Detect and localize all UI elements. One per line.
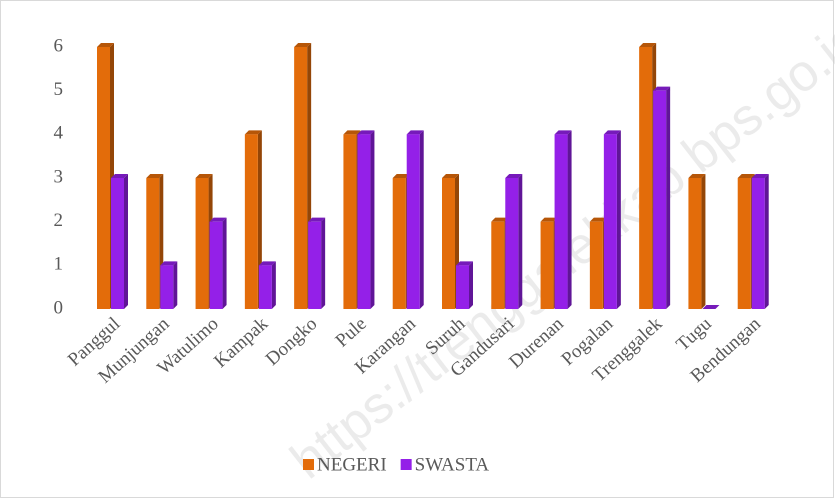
y-tick-label: 0 <box>54 297 64 318</box>
bar-top <box>589 217 607 222</box>
bar-side <box>469 261 473 309</box>
bar-top <box>603 130 621 135</box>
bar-top <box>751 174 769 178</box>
bar-top <box>146 174 164 178</box>
bar-side <box>321 217 326 309</box>
legend-swatch <box>400 459 412 470</box>
bar-top <box>702 305 720 309</box>
bar <box>111 178 124 309</box>
bar <box>554 134 568 309</box>
bar-top <box>442 174 459 178</box>
bar-top <box>294 43 312 47</box>
y-tick-label: 3 <box>54 166 64 187</box>
bar-top <box>540 217 558 222</box>
bar-top <box>160 261 178 266</box>
bar <box>505 178 519 309</box>
bar <box>195 178 209 309</box>
bar <box>343 134 357 309</box>
bar <box>406 134 420 309</box>
bar-side <box>764 174 769 309</box>
bar-top <box>111 174 128 178</box>
bar <box>146 178 160 309</box>
bar-side <box>567 130 572 309</box>
bar <box>357 134 371 309</box>
y-tick-label: 5 <box>54 79 64 100</box>
bar <box>442 178 455 309</box>
bar-top <box>244 130 262 135</box>
bar <box>491 221 505 309</box>
bar-side <box>616 130 621 309</box>
bar-top <box>209 217 227 222</box>
y-tick-label: 2 <box>54 210 64 231</box>
bar <box>589 221 603 309</box>
bar-top <box>308 217 326 222</box>
bar-top <box>491 217 509 222</box>
bar-side <box>271 261 276 309</box>
bar-top <box>688 174 706 178</box>
bar <box>603 134 617 309</box>
bar-side <box>124 174 128 309</box>
bar-top <box>343 130 361 135</box>
legend-label: SWASTA <box>415 454 490 475</box>
legend-label: NEGERI <box>317 454 387 475</box>
bar-top <box>406 130 424 135</box>
bar <box>751 178 765 309</box>
y-tick-label: 6 <box>54 35 64 56</box>
bar-side <box>419 130 424 309</box>
bar-top <box>258 261 276 266</box>
bar <box>308 221 322 309</box>
bar <box>97 47 110 309</box>
bar-top <box>392 174 410 178</box>
bar <box>456 265 469 309</box>
bar <box>688 178 702 309</box>
bar-top <box>456 261 473 266</box>
bar-top <box>97 43 114 47</box>
bar-side <box>518 174 523 309</box>
bar-side <box>370 130 375 309</box>
bar-top <box>195 174 213 178</box>
bar <box>160 265 174 309</box>
y-tick-label: 1 <box>54 254 64 275</box>
bar <box>540 221 554 309</box>
bar <box>653 90 667 310</box>
bar-side <box>173 261 178 309</box>
bar-top <box>653 86 671 91</box>
bar-top <box>554 130 572 135</box>
bar-top <box>357 130 375 135</box>
bar-side <box>222 217 227 309</box>
bar <box>244 134 258 309</box>
bar <box>639 47 653 309</box>
bar <box>392 178 406 309</box>
bar <box>737 178 751 309</box>
legend-swatch <box>303 459 314 470</box>
bar-side <box>701 174 706 309</box>
y-tick-label: 4 <box>54 123 64 144</box>
bar-top <box>639 43 657 47</box>
bar-top <box>505 174 523 178</box>
bar <box>258 265 272 309</box>
bar <box>294 47 308 309</box>
bar-top <box>737 174 755 178</box>
bar <box>209 221 223 309</box>
bar-side <box>666 86 671 310</box>
